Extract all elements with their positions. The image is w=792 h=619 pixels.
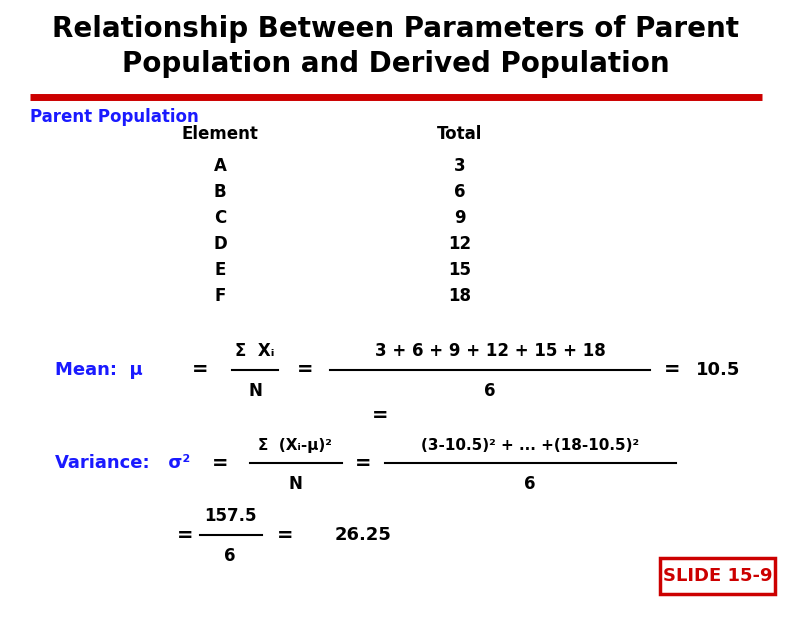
Text: =: = — [211, 454, 228, 472]
Text: 18: 18 — [448, 287, 471, 305]
Text: D: D — [213, 235, 227, 253]
Text: E: E — [215, 261, 226, 279]
Text: =: = — [192, 360, 208, 379]
FancyBboxPatch shape — [660, 558, 775, 594]
Text: Σ  Xᵢ: Σ Xᵢ — [235, 342, 275, 360]
Text: C: C — [214, 209, 227, 227]
Text: 6: 6 — [224, 547, 236, 565]
Text: 10.5: 10.5 — [696, 361, 741, 379]
Text: 15: 15 — [448, 261, 471, 279]
Text: 26.25: 26.25 — [335, 526, 392, 544]
Text: F: F — [215, 287, 226, 305]
Text: B: B — [214, 183, 227, 201]
Text: Total: Total — [437, 125, 482, 143]
Text: N: N — [248, 382, 262, 400]
Text: Element: Element — [181, 125, 258, 143]
Text: SLIDE 15-9: SLIDE 15-9 — [663, 567, 772, 585]
Text: =: = — [297, 360, 314, 379]
Text: =: = — [371, 407, 388, 425]
Text: Relationship Between Parameters of Parent: Relationship Between Parameters of Paren… — [52, 15, 740, 43]
Text: 12: 12 — [448, 235, 471, 253]
Text: N: N — [288, 475, 302, 493]
Text: =: = — [355, 454, 371, 472]
Text: Population and Derived Population: Population and Derived Population — [122, 50, 670, 78]
Text: Variance:   σ²: Variance: σ² — [55, 454, 190, 472]
Text: =: = — [177, 526, 193, 545]
Text: Mean:  μ: Mean: μ — [55, 361, 143, 379]
Text: A: A — [214, 157, 227, 175]
Text: Parent Population: Parent Population — [30, 108, 199, 126]
Text: 3: 3 — [454, 157, 466, 175]
Text: =: = — [664, 360, 680, 379]
Text: 6: 6 — [484, 382, 496, 400]
Text: 6: 6 — [524, 475, 535, 493]
Text: =: = — [276, 526, 293, 545]
Text: (3-10.5)² + ... +(18-10.5)²: (3-10.5)² + ... +(18-10.5)² — [421, 438, 639, 453]
Text: Σ  (Xᵢ-μ)²: Σ (Xᵢ-μ)² — [258, 438, 332, 453]
Text: 157.5: 157.5 — [204, 507, 257, 525]
Text: 3 + 6 + 9 + 12 + 15 + 18: 3 + 6 + 9 + 12 + 15 + 18 — [375, 342, 605, 360]
Text: 9: 9 — [454, 209, 466, 227]
Text: 6: 6 — [455, 183, 466, 201]
